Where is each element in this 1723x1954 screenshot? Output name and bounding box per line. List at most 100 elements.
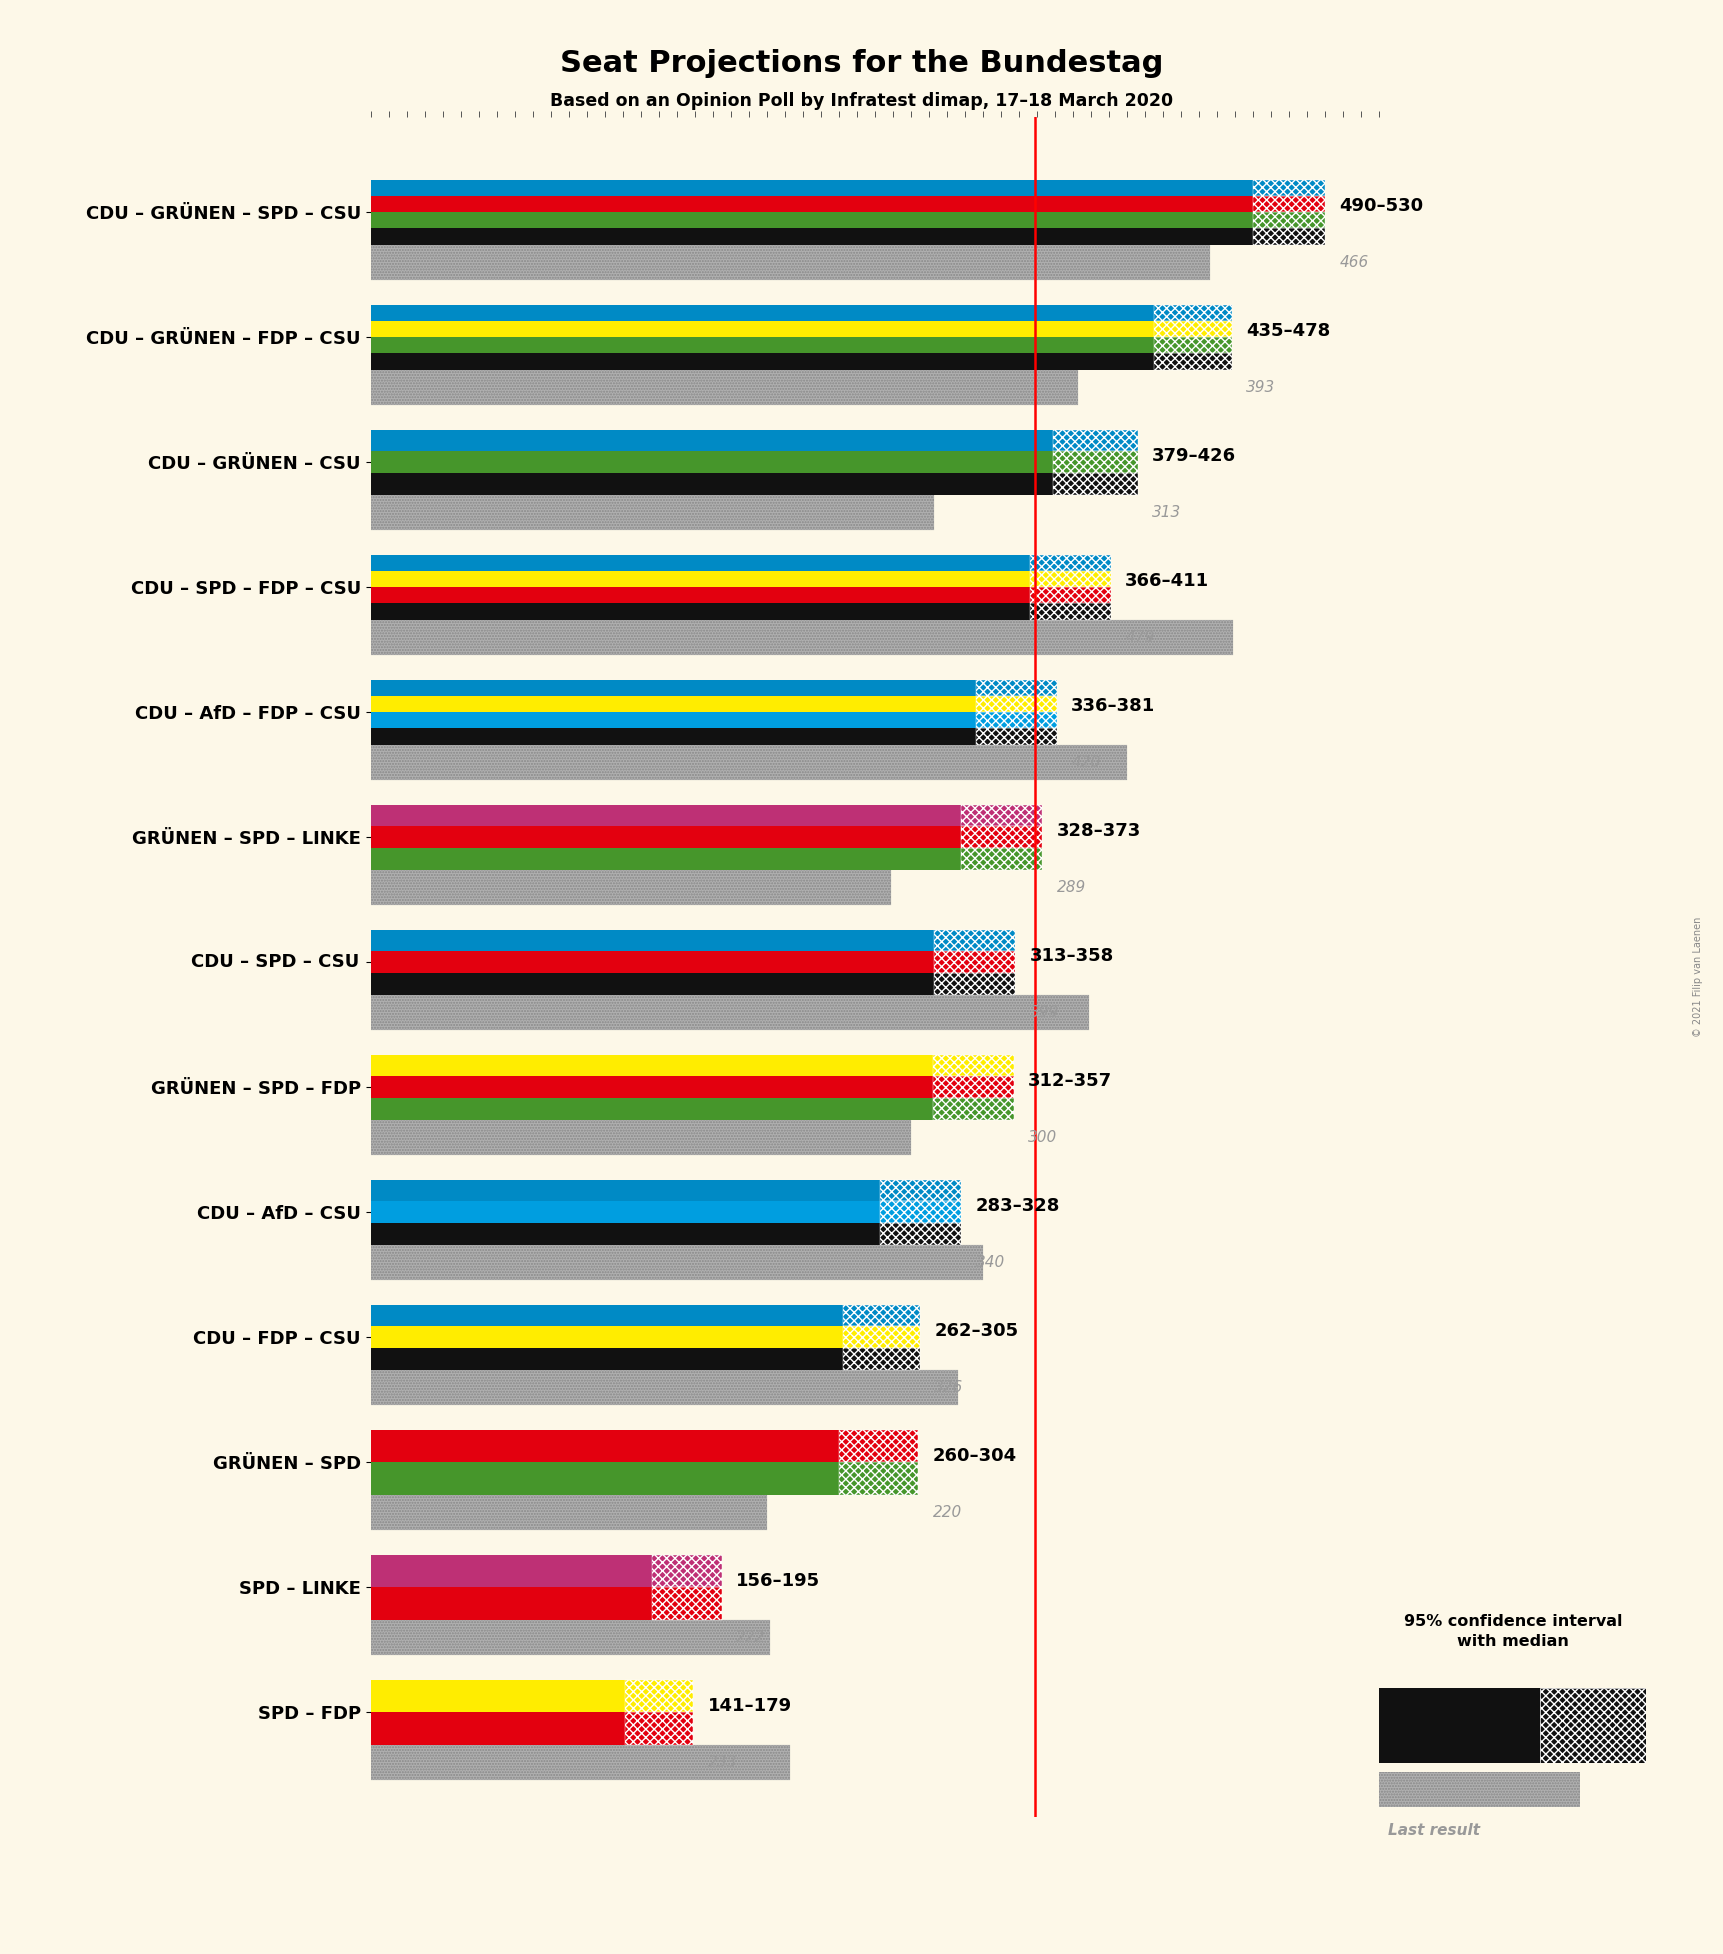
Bar [932, 1077, 1013, 1098]
Bar [880, 1223, 961, 1245]
Bar [961, 805, 1042, 827]
Text: CDU – SPD – CSU: CDU – SPD – CSU [191, 954, 360, 971]
Text: 156–195: 156–195 [736, 1571, 820, 1591]
Bar [1029, 555, 1110, 571]
Text: 222: 222 [736, 1630, 765, 1645]
Bar [651, 1555, 722, 1587]
Bar [934, 973, 1015, 995]
Bar [370, 619, 1232, 655]
Bar [370, 244, 1210, 279]
Text: 336–381: 336–381 [1070, 698, 1154, 715]
Bar [961, 805, 1042, 827]
Bar [370, 213, 1253, 229]
Bar [1153, 320, 1230, 338]
Bar [370, 1202, 880, 1223]
Bar [370, 870, 891, 905]
Bar [370, 1620, 770, 1655]
Bar [370, 604, 1029, 619]
Bar [370, 744, 1127, 780]
Bar [975, 711, 1056, 729]
Bar [370, 619, 1232, 655]
Bar [370, 244, 1210, 279]
Text: 300: 300 [1027, 1129, 1056, 1145]
Text: 262–305: 262–305 [934, 1323, 1018, 1340]
Bar [961, 827, 1042, 848]
Bar [370, 1587, 651, 1620]
Bar [370, 320, 1153, 338]
Bar [839, 1430, 918, 1462]
Bar [839, 1462, 918, 1495]
Bar [975, 729, 1056, 744]
Bar [843, 1348, 920, 1370]
Bar [975, 680, 1056, 696]
Bar [370, 1120, 910, 1155]
Bar [370, 870, 891, 905]
Bar [975, 696, 1056, 713]
Bar [1253, 213, 1325, 229]
Bar [370, 588, 1029, 604]
Bar [370, 1348, 843, 1370]
Bar [370, 1495, 767, 1530]
Bar [370, 555, 1029, 571]
Bar [1253, 195, 1325, 213]
Bar [975, 729, 1056, 744]
Text: 312–357: 312–357 [1027, 1073, 1111, 1090]
Text: 435–478: 435–478 [1246, 322, 1330, 340]
Bar [934, 952, 1015, 973]
Bar [1053, 451, 1137, 473]
Bar [1253, 213, 1325, 229]
Bar [932, 1098, 1013, 1120]
Text: 141–179: 141–179 [706, 1696, 791, 1716]
Bar [370, 1430, 839, 1462]
Bar [370, 1120, 910, 1155]
Text: 420: 420 [1070, 754, 1099, 770]
Bar [1253, 229, 1325, 244]
Bar [1029, 555, 1110, 571]
Bar [975, 711, 1056, 729]
Bar [1053, 430, 1137, 451]
Bar [1153, 320, 1230, 338]
Text: 340: 340 [975, 1254, 1005, 1270]
Bar [1029, 604, 1110, 619]
Bar [975, 696, 1056, 713]
Bar [932, 1055, 1013, 1077]
Bar [975, 680, 1056, 696]
Text: 490–530: 490–530 [1339, 197, 1423, 215]
Bar [370, 494, 934, 530]
Bar [370, 711, 975, 729]
Bar [370, 1370, 958, 1405]
Text: 328–373: 328–373 [1056, 823, 1141, 840]
Bar [370, 451, 1053, 473]
Bar [370, 1712, 624, 1745]
Bar [1253, 195, 1325, 213]
Bar [370, 1245, 982, 1280]
Text: 393: 393 [1246, 379, 1275, 395]
Bar [1029, 588, 1110, 604]
Bar [1153, 354, 1230, 369]
Bar [370, 1745, 789, 1780]
Bar [370, 1305, 843, 1327]
Text: Based on an Opinion Poll by Infratest dimap, 17–18 March 2020: Based on an Opinion Poll by Infratest di… [550, 92, 1173, 109]
Bar [370, 1180, 880, 1202]
Text: 95% confidence interval
with median: 95% confidence interval with median [1403, 1614, 1621, 1649]
Text: 289: 289 [1056, 879, 1085, 895]
Bar [961, 848, 1042, 870]
Bar [370, 571, 1029, 588]
Bar [370, 729, 975, 744]
Bar [1029, 571, 1110, 588]
Bar [1253, 180, 1325, 195]
Bar [1053, 473, 1137, 494]
Bar [370, 1077, 932, 1098]
Bar [624, 1680, 693, 1712]
Bar [370, 305, 1153, 320]
Bar [370, 1098, 932, 1120]
Bar [370, 354, 1153, 369]
Bar [1378, 1688, 1539, 1763]
Bar [1253, 229, 1325, 244]
Text: 366–411: 366–411 [1125, 573, 1210, 590]
Bar [370, 229, 1253, 244]
Text: 283–328: 283–328 [975, 1198, 1060, 1215]
Bar [370, 995, 1089, 1030]
Bar [370, 995, 1089, 1030]
Bar [370, 1223, 880, 1245]
